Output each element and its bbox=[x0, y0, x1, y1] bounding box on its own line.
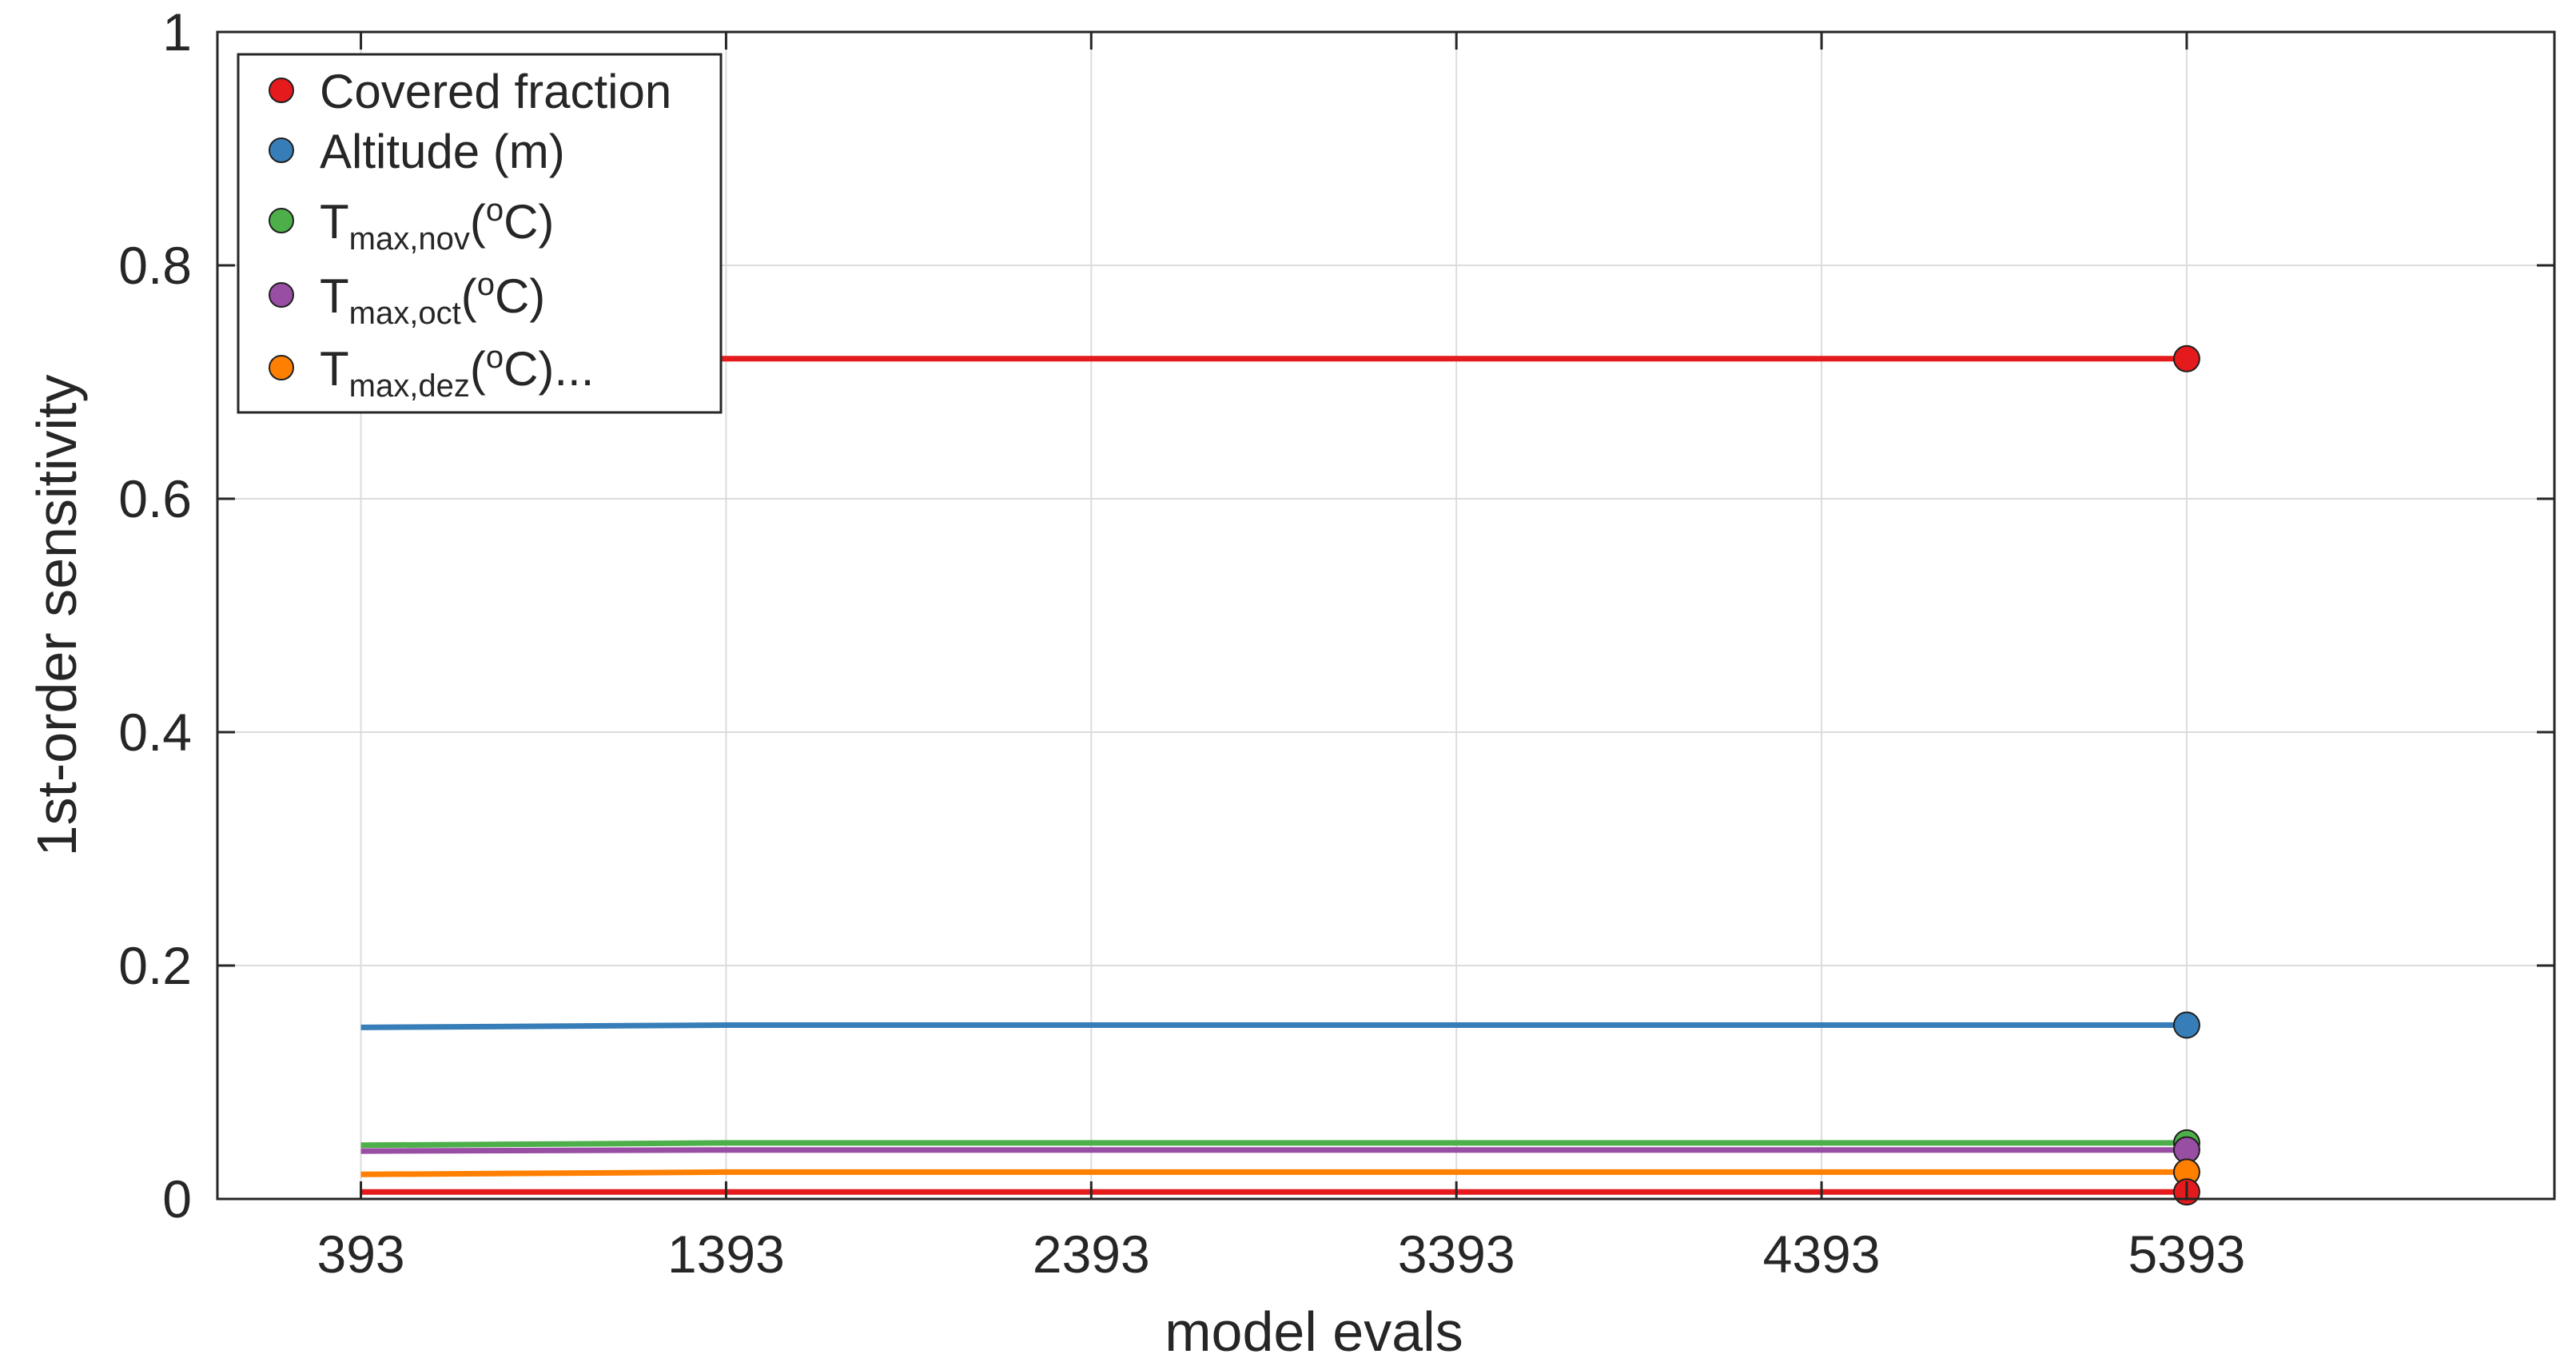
series-end-marker-1 bbox=[2172, 1011, 2200, 1039]
axes bbox=[216, 30, 2556, 1201]
legend-marker-3 bbox=[269, 282, 294, 308]
x-tick-label-4: 4393 bbox=[1763, 1225, 1881, 1284]
y-tick-label-4: 0.8 bbox=[118, 236, 192, 295]
legend-entry-0: Covered fraction bbox=[320, 65, 671, 118]
plot-frame bbox=[216, 30, 2556, 1201]
y-tick-label-0: 0 bbox=[162, 1169, 192, 1229]
legend-entry-2: Tmax,nov(oC) bbox=[320, 193, 554, 257]
legend: Covered fraction Altitude (m) Tmax,nov(oC)… bbox=[237, 53, 723, 414]
legend-entry-1: Altitude (m) bbox=[320, 125, 565, 178]
x-tick-label-1: 1393 bbox=[667, 1225, 785, 1284]
x-tick-label-5: 5393 bbox=[2128, 1225, 2246, 1284]
series-line-1 bbox=[360, 1022, 2187, 1030]
y-tick-label-3: 0.6 bbox=[118, 469, 192, 528]
legend-entry-4: Tmax,dez(oC)... bbox=[320, 340, 594, 404]
x-tick-label-3: 3393 bbox=[1398, 1225, 1515, 1284]
y-tick-label-2: 0.4 bbox=[118, 703, 192, 762]
legend-entry-3: Tmax,oct(oC) bbox=[320, 267, 545, 331]
y-tick-label-1: 0.2 bbox=[118, 936, 192, 995]
legend-marker-2 bbox=[269, 208, 294, 233]
series-line-3 bbox=[360, 1147, 2187, 1154]
y-axis-label: 1st-order sensitivity bbox=[26, 375, 88, 857]
x-tick-label-2: 2393 bbox=[1033, 1225, 1150, 1284]
x-tick-label-0: 393 bbox=[317, 1225, 404, 1284]
legend-box bbox=[237, 53, 723, 414]
y-tick-label-5: 1 bbox=[162, 2, 192, 62]
legend-marker-0 bbox=[269, 78, 294, 103]
legend-marker-4 bbox=[269, 355, 294, 380]
series-lines bbox=[360, 344, 2200, 1206]
legend-marker-1 bbox=[269, 137, 294, 163]
series-line-2 bbox=[360, 1140, 2187, 1149]
series-line-4 bbox=[360, 1169, 2187, 1177]
tick-labels: 393 1393 2393 3393 4393 5393 0 0.2 0.4 0.6 0.8 1 bbox=[118, 2, 2245, 1284]
x-axis-label: model evals bbox=[1165, 1300, 1463, 1362]
series-end-marker-0 bbox=[2172, 344, 2200, 372]
